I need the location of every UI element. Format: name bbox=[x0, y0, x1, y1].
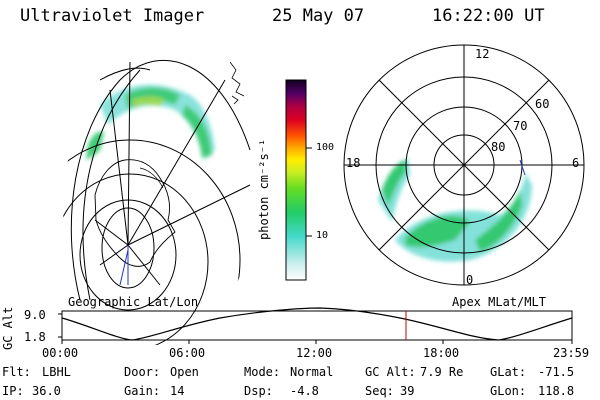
altitude-ytick-1-8: 1.8 bbox=[24, 330, 46, 344]
altitude-ylabel: GC Alt bbox=[1, 306, 15, 350]
observation-time: 16:22:00 UT bbox=[432, 6, 545, 26]
altitude-ytick-9: 9.0 bbox=[24, 308, 46, 322]
status-dsp-value: -4.8 bbox=[290, 384, 319, 398]
altitude-plot-frame bbox=[61, 310, 573, 341]
status-seq-value: 39 bbox=[400, 384, 415, 398]
altitude-xtick-1200: 12:00 bbox=[296, 346, 333, 360]
geographic-map bbox=[63, 59, 251, 345]
mlt-label-0: 0 bbox=[466, 273, 474, 287]
colorbar-label: photon cm⁻²s⁻¹ bbox=[257, 138, 271, 240]
altitude-xtick-0000: 00:00 bbox=[42, 346, 79, 360]
status-dsp-key: Dsp: bbox=[244, 384, 273, 398]
colorbar-tick-10: 10 bbox=[316, 230, 329, 241]
status-door-value: Open bbox=[170, 365, 199, 379]
status-mode-value: Normal bbox=[290, 365, 334, 379]
polar-grid bbox=[343, 44, 585, 286]
status-flt-value: LBHL bbox=[42, 365, 71, 379]
status-glon-value: 118.8 bbox=[538, 384, 575, 398]
mlt-label-12: 12 bbox=[475, 47, 490, 61]
colorbar-tick-100: 100 bbox=[316, 142, 335, 153]
status-glat-value: -71.5 bbox=[538, 365, 575, 379]
instrument-title: Ultraviolet Imager bbox=[20, 6, 205, 26]
lat-label-80: 80 bbox=[491, 140, 506, 154]
geo-latitude-circles bbox=[63, 139, 241, 345]
altitude-xtick-2359: 23:59 bbox=[553, 346, 590, 360]
lat-label-60: 60 bbox=[535, 97, 550, 111]
status-ip-key: IP: bbox=[2, 384, 24, 398]
status-gcalt-value: 7.9 Re bbox=[420, 365, 464, 379]
status-flt-key: Flt: bbox=[2, 365, 31, 379]
altitude-plot bbox=[58, 307, 573, 344]
colorbar-gradient bbox=[285, 79, 307, 281]
status-gain-value: 14 bbox=[170, 384, 185, 398]
status-door-key: Door: bbox=[124, 365, 161, 379]
colorbar bbox=[285, 79, 312, 281]
geo-satellite-track bbox=[119, 245, 129, 286]
polar-satellite-track bbox=[519, 159, 526, 176]
geo-panel-label: Geographic Lat/Lon bbox=[68, 295, 199, 309]
mlt-label-6: 6 bbox=[572, 156, 580, 170]
mlt-label-18: 18 bbox=[346, 156, 361, 170]
altitude-xtick-0600: 06:00 bbox=[169, 346, 206, 360]
geo-limb-arc bbox=[70, 59, 251, 301]
observation-date: 25 May 07 bbox=[272, 6, 365, 26]
status-glon-key: GLon: bbox=[490, 384, 527, 398]
polar-map bbox=[343, 44, 585, 286]
status-gcalt-key: GC Alt: bbox=[365, 365, 416, 379]
status-glat-key: GLat: bbox=[490, 365, 527, 379]
geo-continent-outline bbox=[94, 159, 176, 267]
lat-label-70: 70 bbox=[513, 119, 528, 133]
status-seq-key: Seq: bbox=[365, 384, 394, 398]
altitude-xtick-1800: 18:00 bbox=[423, 346, 460, 360]
polar-panel-label: Apex MLat/MLT bbox=[452, 295, 546, 309]
status-ip-value: 36.0 bbox=[32, 384, 61, 398]
status-mode-key: Mode: bbox=[244, 365, 281, 379]
status-gain-key: Gain: bbox=[124, 384, 161, 398]
geo-meridians bbox=[94, 61, 251, 286]
geo-aurora-oval bbox=[86, 84, 215, 160]
altitude-curve bbox=[61, 307, 573, 341]
